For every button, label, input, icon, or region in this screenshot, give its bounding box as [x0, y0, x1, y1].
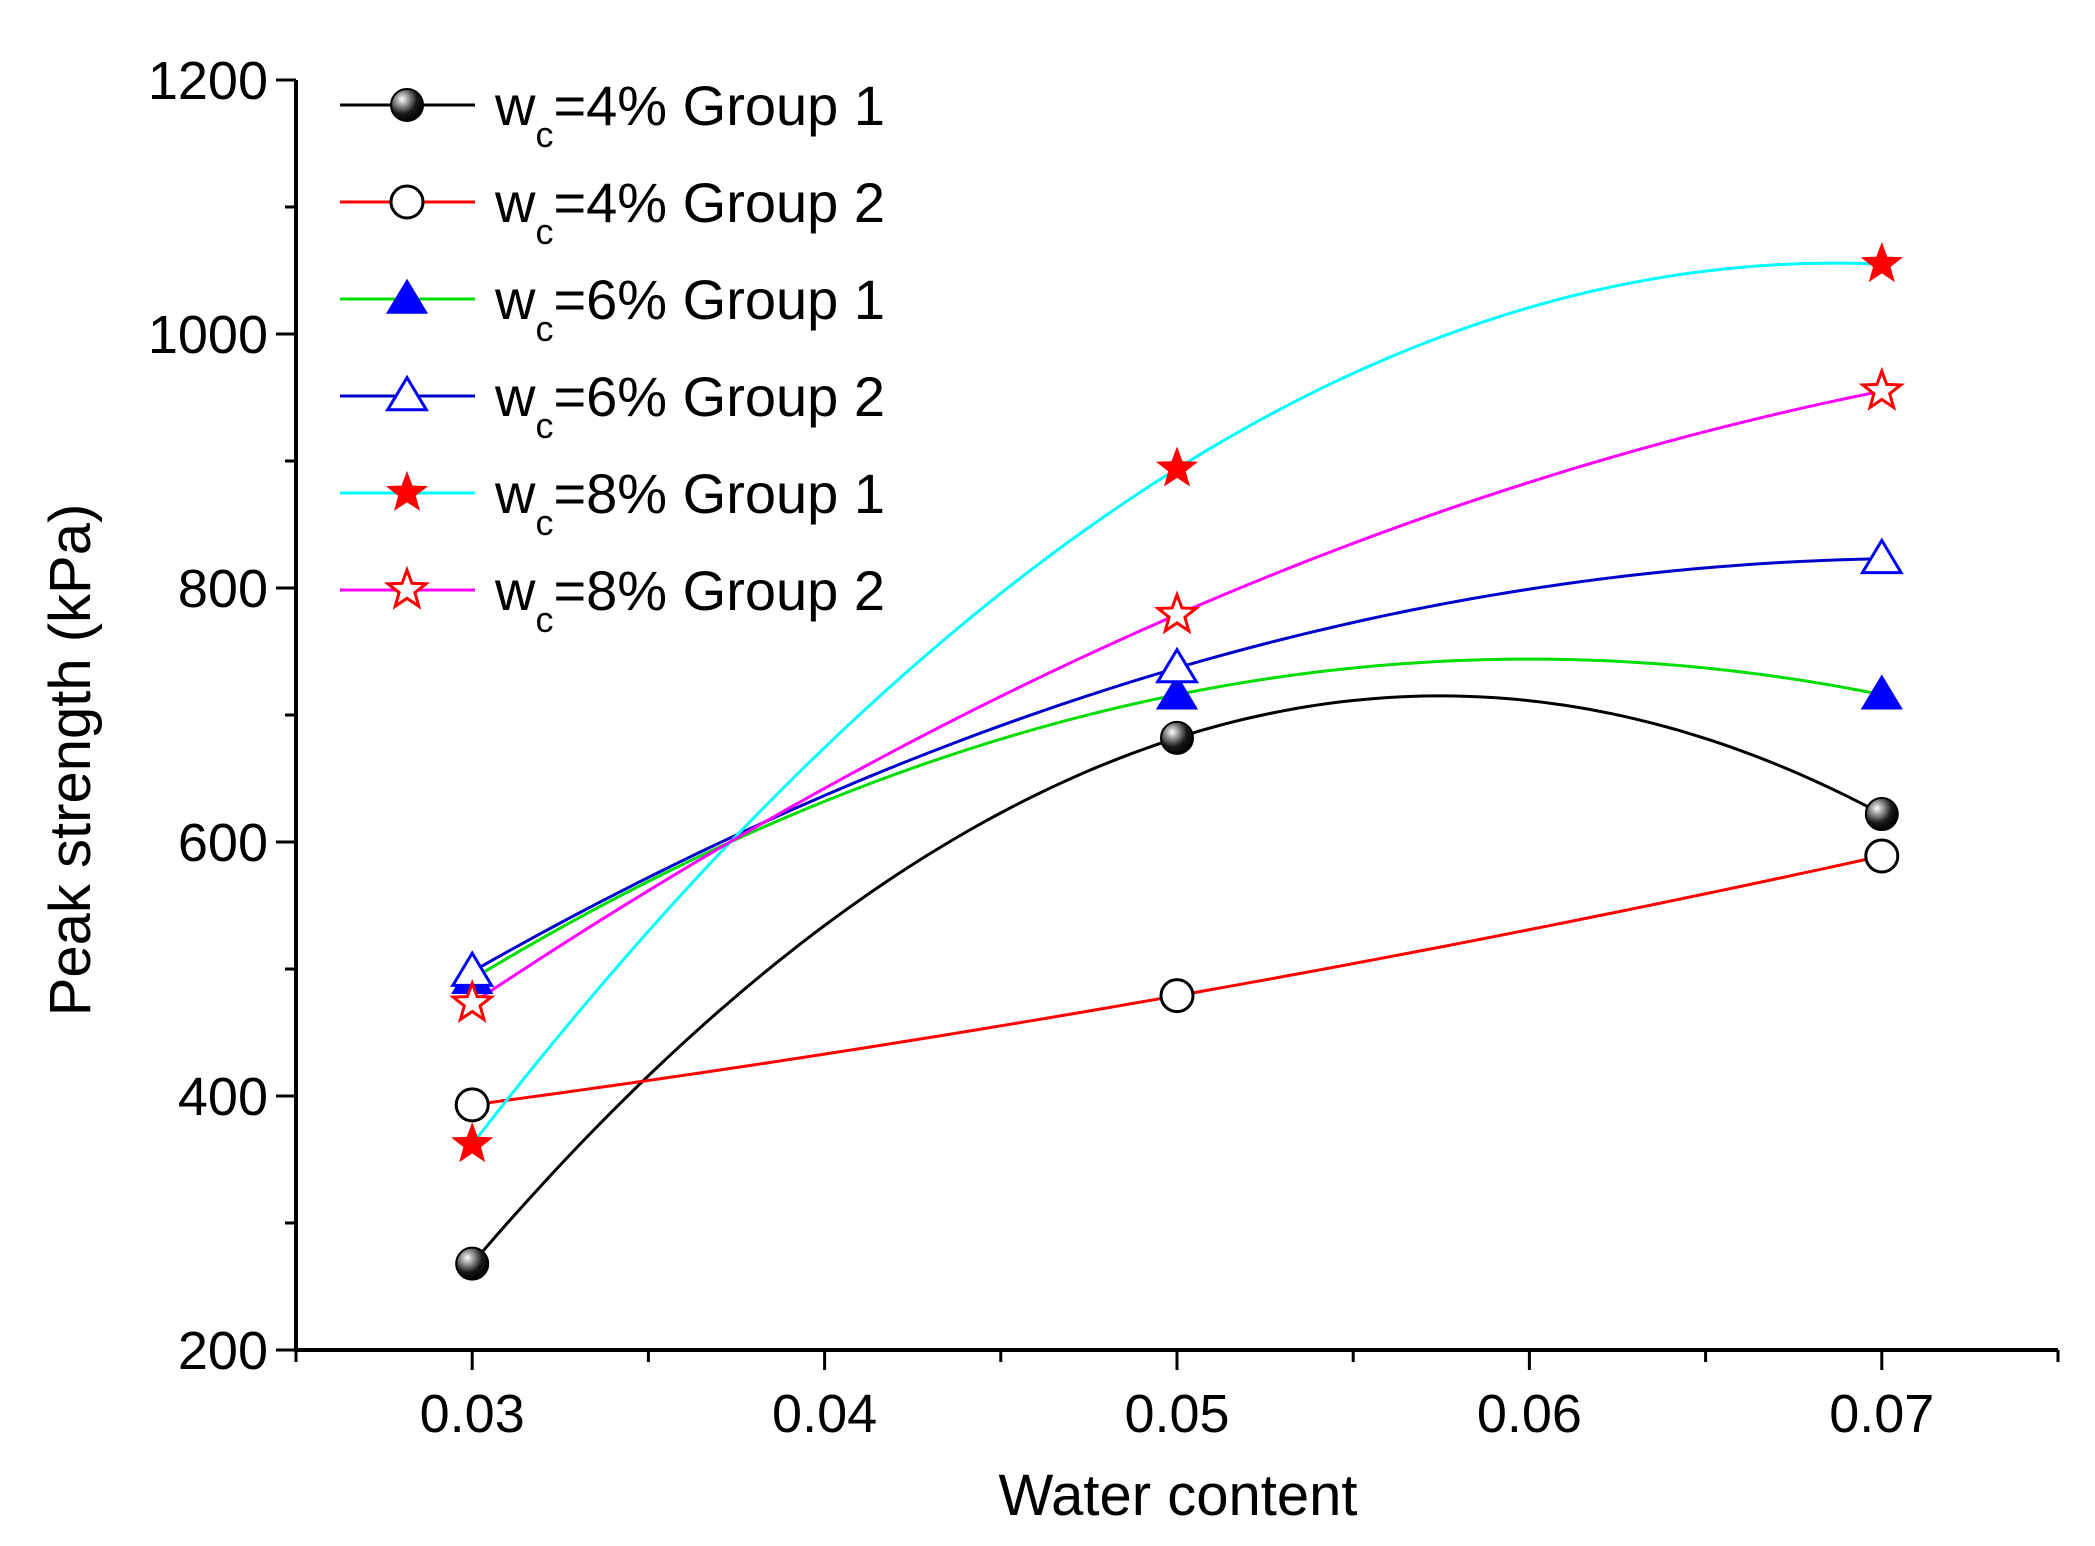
legend-label: wc=4% Group 2 [494, 171, 885, 252]
data-point [449, 978, 496, 1023]
data-point [1155, 674, 1199, 710]
y-axis-title: Peak strength (kPa) [38, 504, 103, 1017]
legend-item: wc=8% Group 2 [340, 559, 885, 640]
y-tick-label: 1000 [148, 305, 268, 365]
legend-label: wc=6% Group 2 [494, 365, 885, 446]
legend-label: wc=6% Group 1 [494, 268, 885, 349]
data-point [1160, 720, 1194, 755]
data-point [1153, 590, 1201, 635]
data-point [389, 184, 425, 220]
data-markers [449, 241, 1905, 1281]
data-point [1860, 241, 1903, 283]
y-tick-label: 1200 [148, 51, 268, 111]
legend-item: wc=8% Group 1 [340, 462, 885, 543]
legend-item: wc=6% Group 2 [340, 365, 885, 446]
data-point [1859, 537, 1904, 575]
axes: 200 400 600 800 1000 1200 0.03 0.04 0.05 0.06 0.07 [148, 51, 2060, 1444]
y-tick-label: 800 [178, 559, 268, 619]
x-axis-title: Water content [999, 1463, 1358, 1528]
x-tick-label: 0.03 [420, 1384, 525, 1444]
legend-item: wc=4% Group 2 [340, 171, 885, 252]
data-point [451, 1122, 494, 1163]
x-tick-label: 0.04 [772, 1384, 877, 1444]
legend: wc=4% Group 1 wc=4% Group 2 wc=6% Group 1 w… [340, 74, 885, 640]
data-point [385, 470, 429, 511]
x-tick-label: 0.07 [1829, 1384, 1934, 1444]
data-point [455, 1246, 490, 1281]
x-tick-label: 0.05 [1124, 1384, 1229, 1444]
legend-label: wc=4% Group 1 [494, 74, 885, 155]
data-point [454, 1087, 490, 1123]
data-point [1864, 797, 1899, 832]
legend-label: wc=8% Group 2 [494, 559, 885, 640]
data-point [1155, 446, 1199, 487]
data-point [1858, 366, 1905, 411]
data-point [385, 278, 429, 314]
data-point [383, 565, 431, 610]
data-point [1155, 646, 1199, 684]
legend-item: wc=4% Group 1 [340, 74, 885, 155]
legend-label: wc=8% Group 1 [494, 462, 885, 543]
y-tick-label: 400 [178, 1067, 268, 1127]
data-point [385, 374, 429, 412]
y-tick-label: 200 [178, 1321, 268, 1381]
data-point [1864, 838, 1900, 874]
y-tick-label: 600 [178, 813, 268, 873]
data-point [1159, 978, 1195, 1014]
data-point [1860, 674, 1903, 710]
data-point [390, 88, 424, 122]
x-tick-label: 0.06 [1477, 1384, 1582, 1444]
legend-item: wc=6% Group 1 [340, 268, 885, 349]
